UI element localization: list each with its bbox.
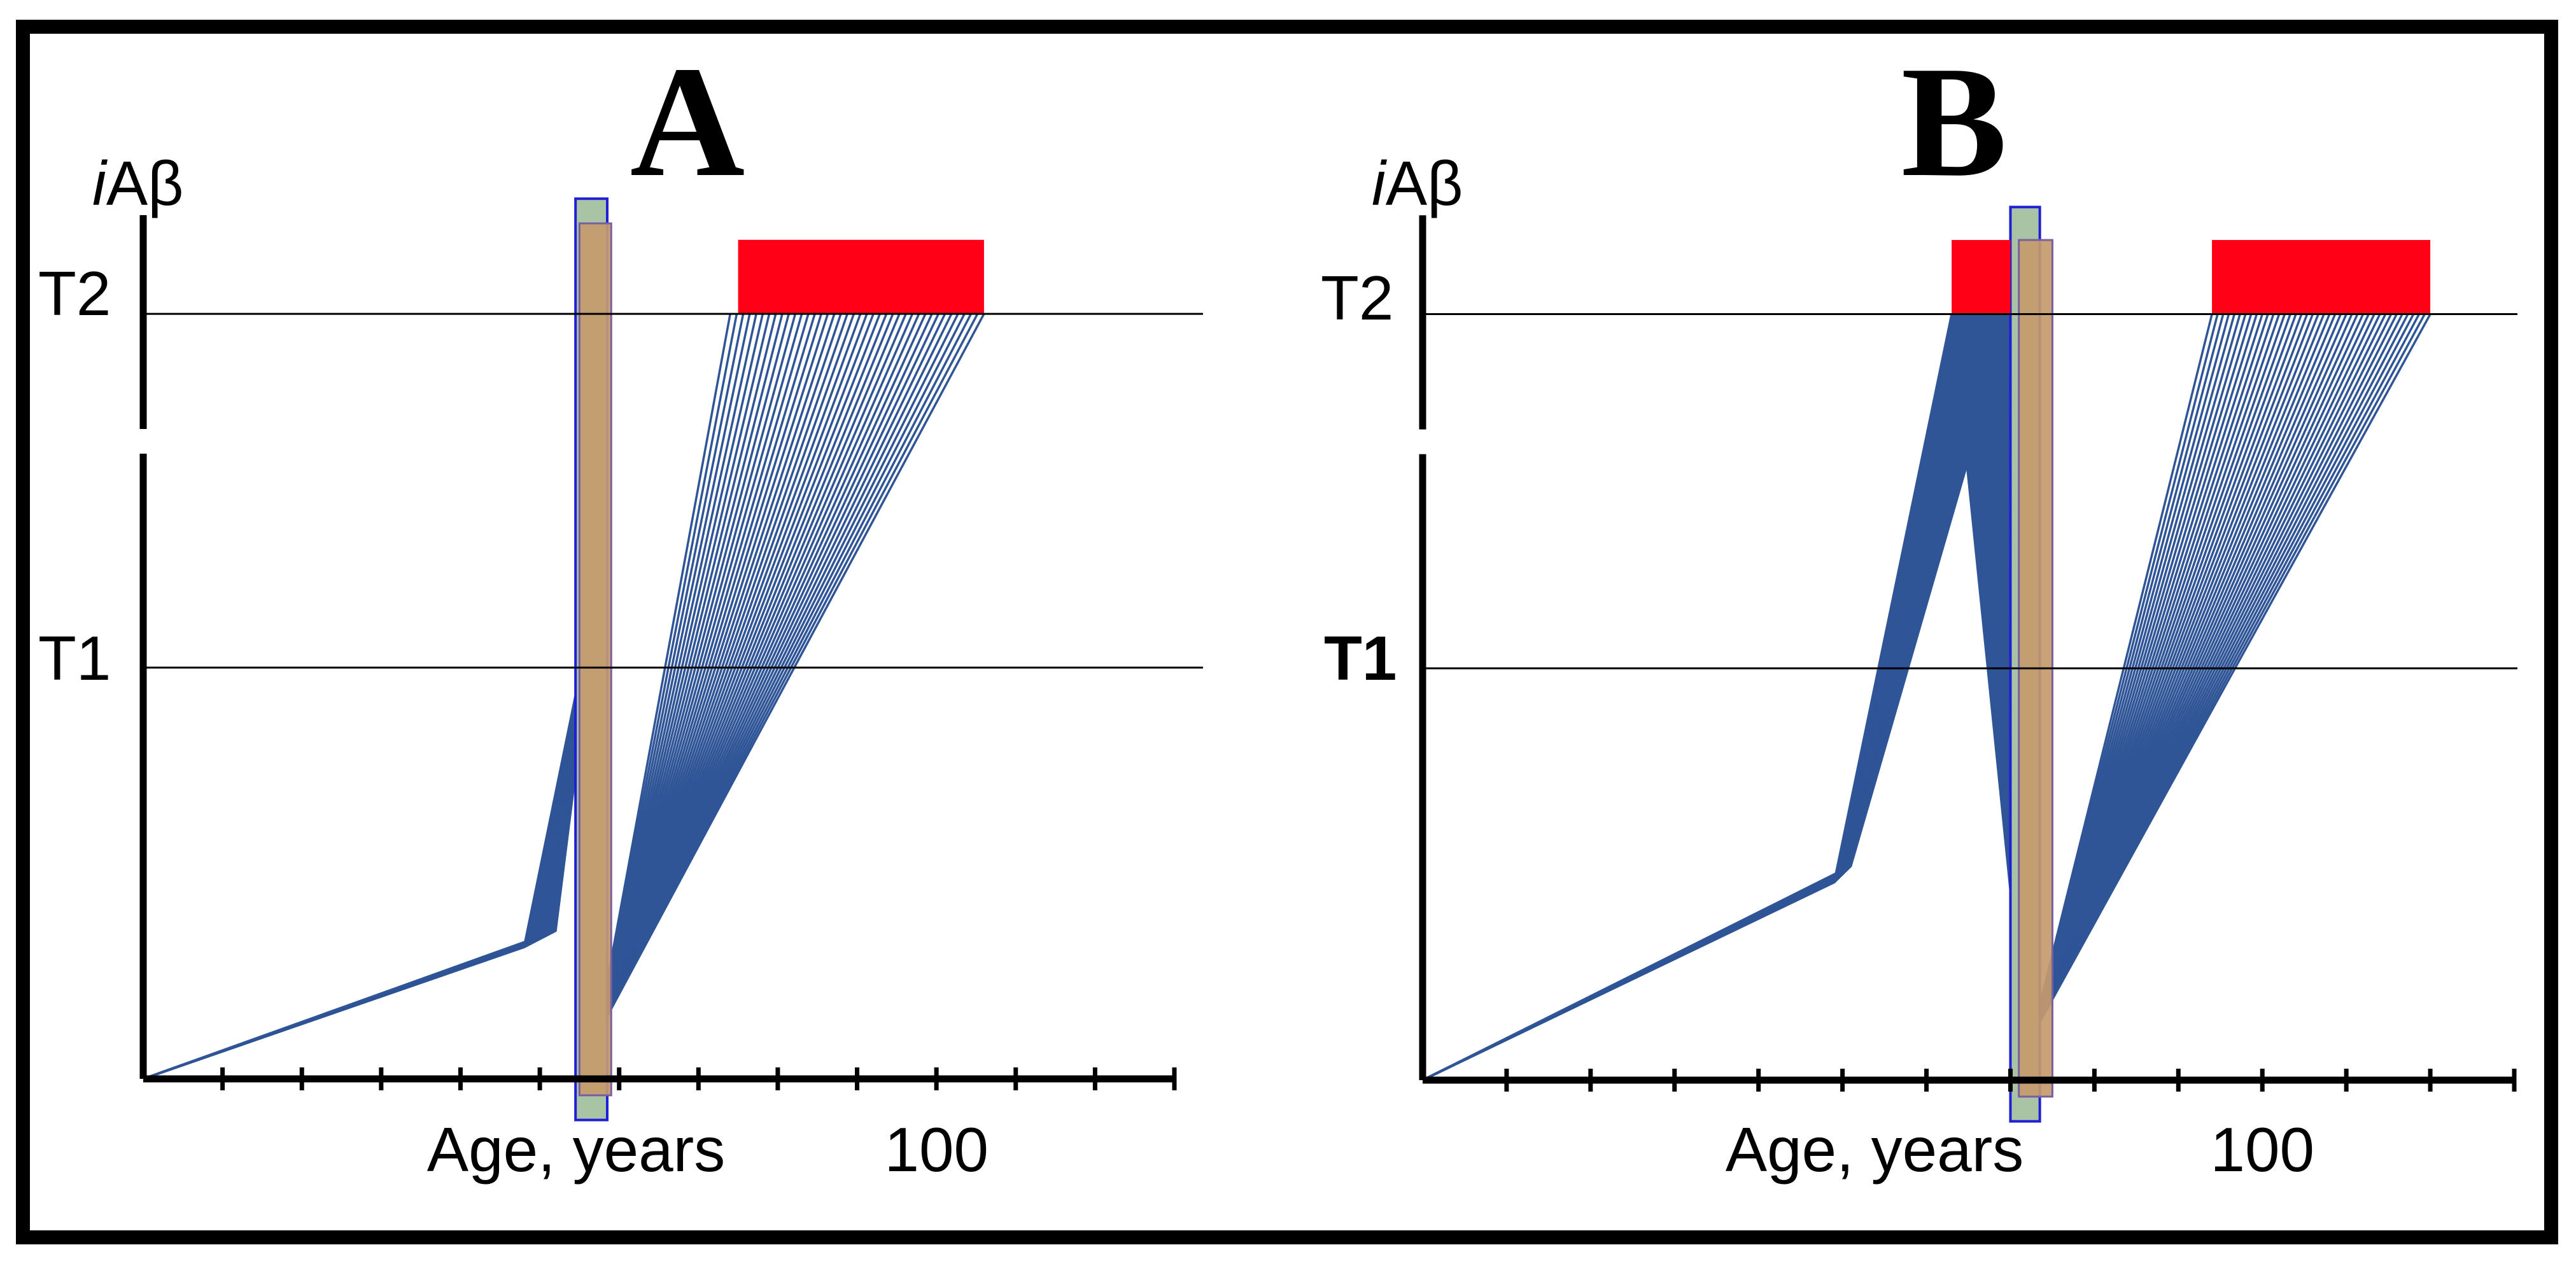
panel-title-a: A	[630, 34, 745, 210]
red-region	[1952, 240, 2011, 314]
panel-b: B iAβ T2 T1 Age, years 100	[1321, 34, 2517, 1185]
panel-title-b: B	[1901, 34, 2008, 210]
y-axis-label-italic-a: i	[92, 148, 108, 218]
axes-a	[139, 215, 1203, 1090]
red-region	[738, 239, 984, 314]
red-regions-a	[738, 239, 984, 314]
y-axis-label-a: iAβ	[92, 148, 184, 218]
y-axis-label-b: iAβ	[1372, 148, 1463, 218]
bands-b	[2009, 206, 2053, 1123]
threshold-label-t1-b: T1	[1324, 623, 1397, 693]
x-tick-label-100-b: 100	[2210, 1115, 2314, 1185]
band-inner	[578, 222, 612, 1097]
threshold-label-t1-a: T1	[38, 623, 111, 693]
threshold-label-t2-b: T2	[1321, 263, 1393, 333]
red-region	[2212, 240, 2431, 314]
y-axis-label-italic-b: i	[1372, 148, 1387, 218]
red-regions-b	[1952, 240, 2431, 314]
bands-a	[574, 197, 612, 1122]
x-tick-label-100-a: 100	[884, 1115, 989, 1185]
figure-frame	[16, 20, 2558, 1244]
x-axis-label-b: Age, years	[1726, 1115, 2023, 1185]
y-axis-label-rest-a: Aβ	[106, 148, 184, 218]
y-axis-label-rest-b: Aβ	[1386, 148, 1463, 218]
axes-b	[1419, 215, 2517, 1092]
panel-a: A iAβ T2 T1 Age, years 100	[38, 34, 1203, 1185]
x-axis-label-a: Age, years	[427, 1115, 725, 1185]
threshold-label-t2-a: T2	[38, 258, 111, 328]
